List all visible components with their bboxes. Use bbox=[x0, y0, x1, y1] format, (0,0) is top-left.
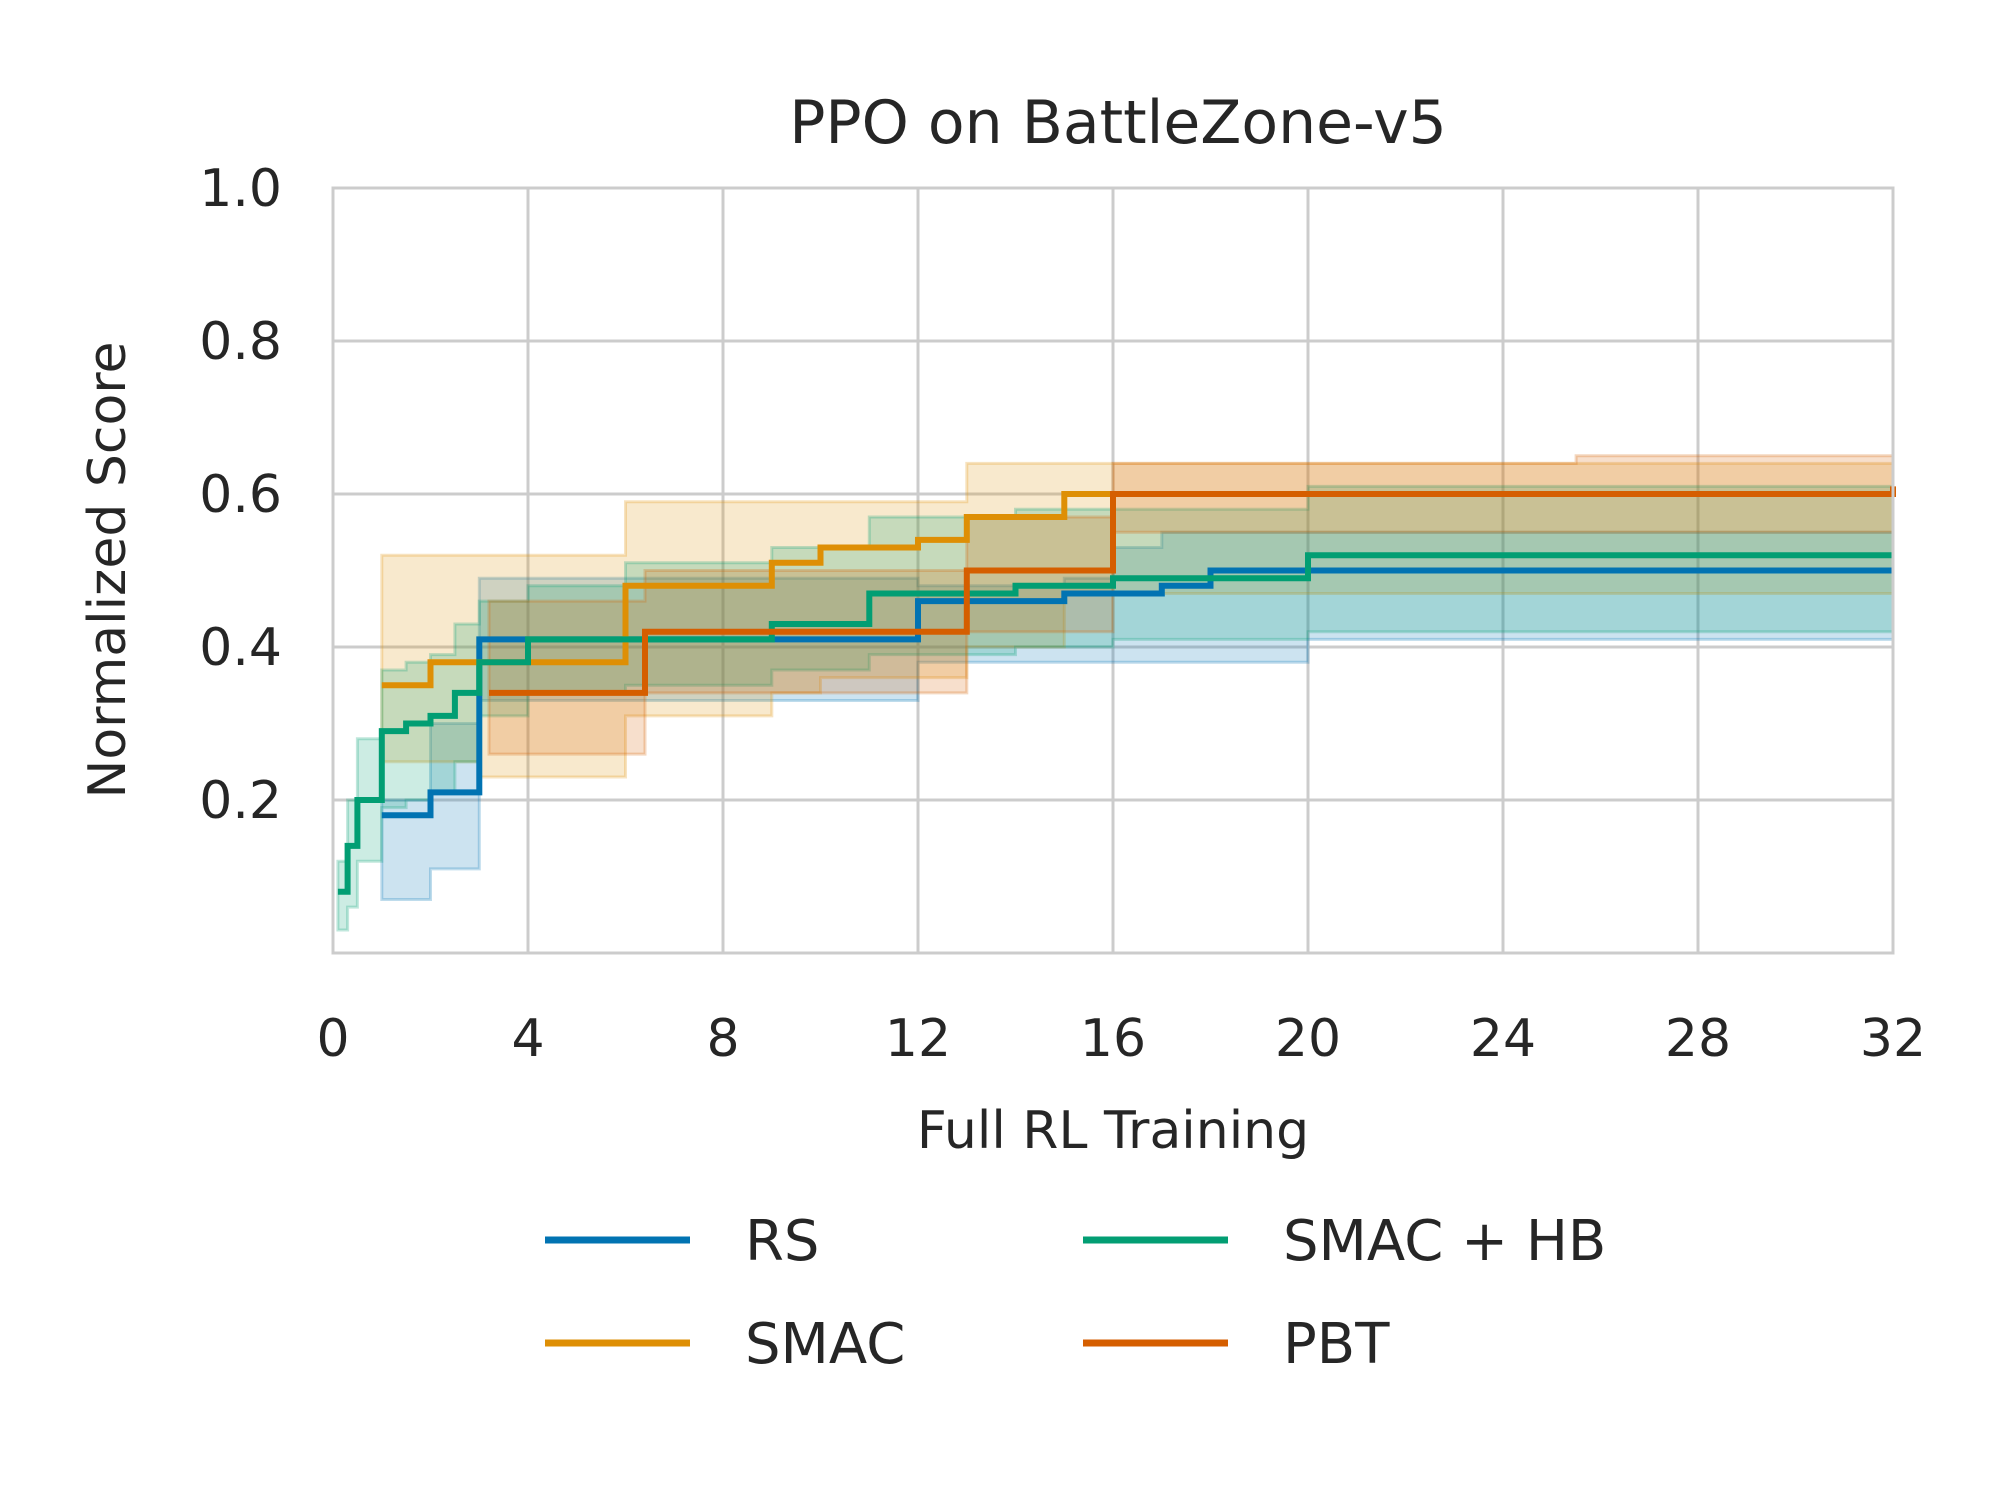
legend-label-smac-hb: SMAC + HB bbox=[1283, 1209, 1606, 1274]
x-tick-label: 32 bbox=[1860, 1009, 1926, 1069]
legend: RS SMAC SMAC + HB PBT bbox=[545, 1209, 1606, 1377]
x-tick-label: 20 bbox=[1275, 1009, 1341, 1069]
confidence-bands bbox=[336, 454, 1895, 932]
series-line-smac bbox=[381, 491, 1893, 689]
x-tick-label: 4 bbox=[511, 1009, 544, 1069]
x-tick-label: 12 bbox=[885, 1009, 951, 1069]
x-tick-label: 16 bbox=[1080, 1009, 1146, 1069]
series-line-pbt bbox=[489, 486, 1896, 696]
x-tick-label: 0 bbox=[316, 1009, 349, 1069]
y-axis-label: Normalized Score bbox=[78, 341, 138, 798]
plot-frame bbox=[331, 186, 1895, 955]
x-tick-label: 24 bbox=[1470, 1009, 1536, 1069]
y-tick-label: 0.4 bbox=[199, 618, 282, 678]
legend-label-pbt: PBT bbox=[1283, 1312, 1390, 1377]
x-axis-label: Full RL Training bbox=[917, 1101, 1309, 1161]
legend-label-rs: RS bbox=[745, 1209, 819, 1274]
y-tick-label: 0.2 bbox=[199, 771, 282, 831]
tick-labels: 0 4 8 12 16 20 24 28 32 0.2 0.4 0.6 0.8 1.0 bbox=[199, 159, 1926, 1069]
y-tick-label: 1.0 bbox=[199, 159, 282, 219]
legend-label-smac: SMAC bbox=[745, 1312, 905, 1377]
chart-title: PPO on BattleZone-v5 bbox=[789, 88, 1447, 158]
x-tick-label: 28 bbox=[1665, 1009, 1731, 1069]
y-tick-label: 0.6 bbox=[199, 465, 282, 525]
series-lines bbox=[337, 486, 1896, 895]
series-line-smac-hb bbox=[337, 552, 1893, 895]
x-tick-label: 8 bbox=[706, 1009, 739, 1069]
y-tick-label: 0.8 bbox=[199, 312, 282, 372]
